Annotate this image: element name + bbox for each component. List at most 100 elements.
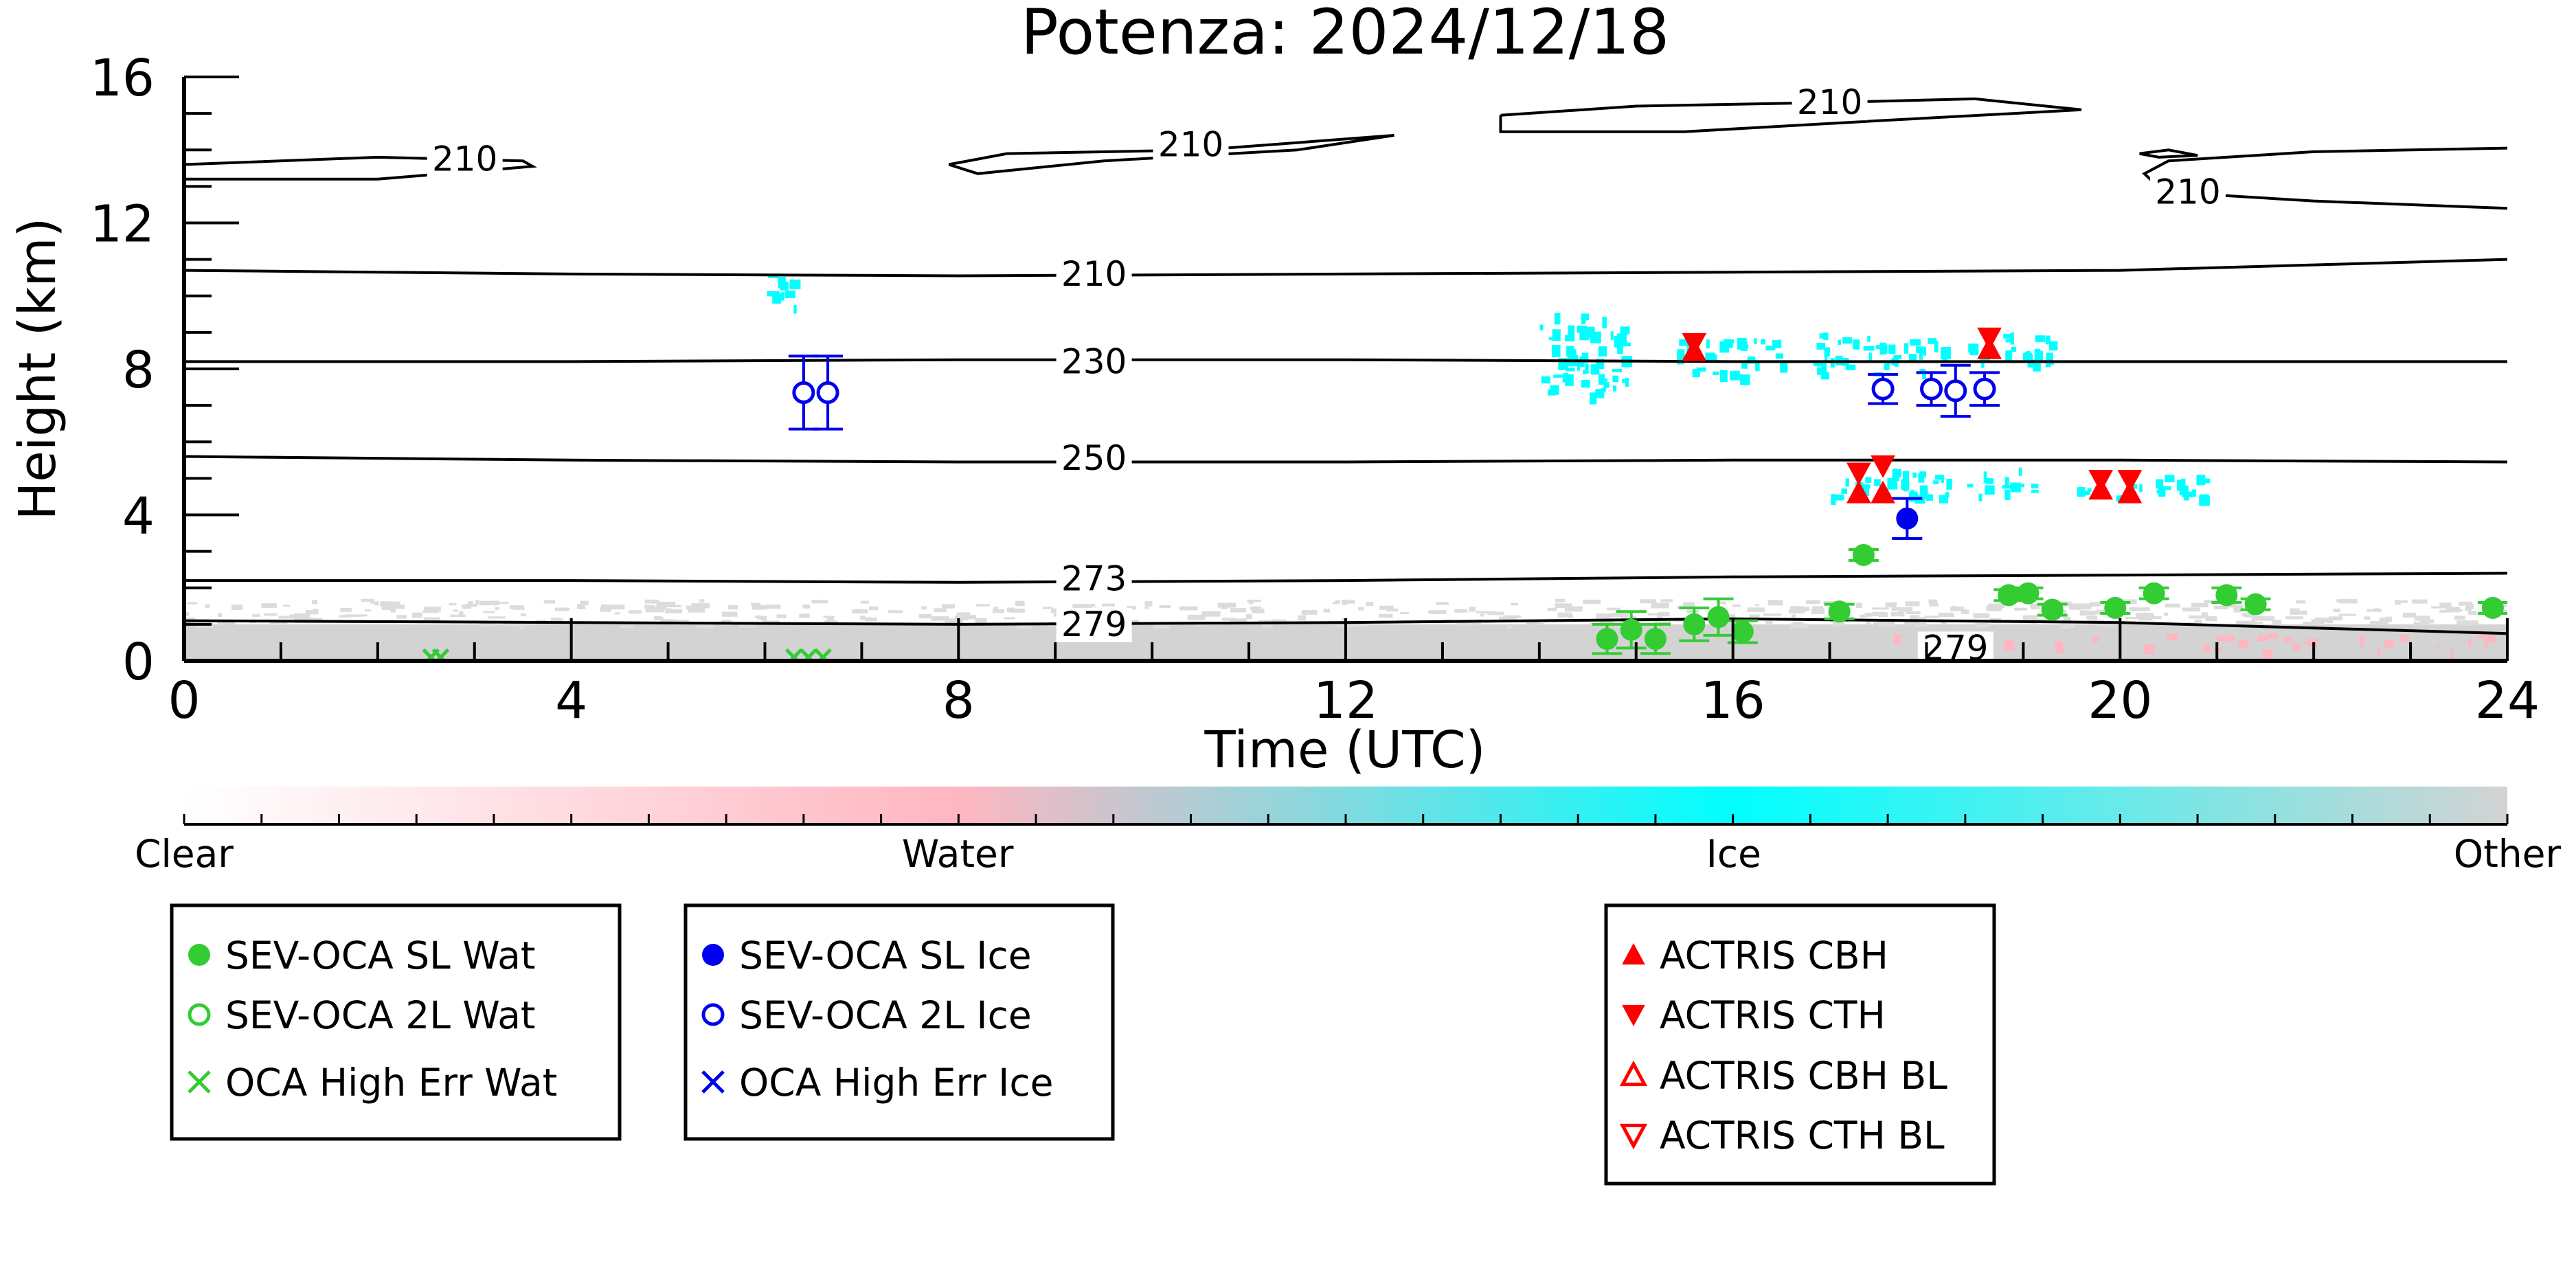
colorbar: Clear Water Ice Other xyxy=(135,787,2561,876)
data-point xyxy=(1620,618,1642,641)
legend-marker xyxy=(1622,1004,1645,1027)
mask-speck xyxy=(2003,333,2011,339)
mask-speck xyxy=(1072,604,1087,609)
mask-speck xyxy=(2338,613,2357,616)
series-oca-high-err-wat xyxy=(422,648,832,661)
mask-speck xyxy=(1566,368,1575,372)
mask-speck xyxy=(2303,642,2310,645)
mask-speck xyxy=(1737,337,1747,350)
mask-speck xyxy=(2059,648,2065,653)
mask-speck xyxy=(1910,339,1921,346)
mask-speck xyxy=(1577,327,1587,332)
data-point xyxy=(431,648,450,661)
mask-speck xyxy=(1906,611,1921,615)
mask-speck xyxy=(483,611,495,613)
mask-speck xyxy=(1856,602,1862,609)
mask-speck xyxy=(2095,622,2114,627)
mask-speck xyxy=(686,605,696,610)
mask-speck xyxy=(2116,495,2122,502)
mask-speck xyxy=(1730,370,1741,381)
mask-speck xyxy=(2327,619,2334,624)
mask-speck xyxy=(1905,601,1920,607)
mask-speck xyxy=(543,600,556,604)
mask-speck xyxy=(1553,374,1563,378)
mask-speck xyxy=(653,615,662,620)
data-point xyxy=(1896,507,1919,530)
x-stroke xyxy=(188,1070,211,1094)
mask-speck xyxy=(2225,635,2235,642)
mask-speck xyxy=(2004,640,2015,651)
data-point xyxy=(816,381,839,405)
mask-speck xyxy=(2014,484,2025,488)
mask-speck xyxy=(252,613,260,618)
mask-speck xyxy=(2013,607,2028,611)
data-point xyxy=(1871,377,1895,400)
mask-speck xyxy=(2139,484,2143,493)
data-point xyxy=(2117,470,2143,493)
mask-speck xyxy=(2148,615,2162,620)
mask-speck xyxy=(1625,378,1629,387)
mask-speck xyxy=(2004,489,2011,500)
mask-speck xyxy=(1922,495,1928,499)
mask-speck xyxy=(2061,624,2075,629)
mask-speck xyxy=(1548,337,1555,341)
mask-speck xyxy=(1480,613,1484,617)
mask-speck xyxy=(1942,350,1947,362)
legend-marker xyxy=(701,1003,725,1026)
mask-speck xyxy=(2184,493,2189,501)
mask-speck xyxy=(1893,354,1902,360)
mask-speck xyxy=(2203,644,2211,653)
mask-speck xyxy=(580,600,589,605)
mask-speck xyxy=(554,607,570,611)
mask-speck xyxy=(2177,479,2186,491)
mask-speck xyxy=(2080,610,2088,613)
mask-speck xyxy=(727,605,738,610)
mask-speck xyxy=(264,613,278,616)
mask-speck xyxy=(1581,379,1591,388)
mask-speck xyxy=(799,613,810,618)
contour-label: 273 xyxy=(1061,558,1127,598)
mask-speck xyxy=(1511,602,1518,606)
mask-speck xyxy=(1903,471,1910,484)
contour-label-bg xyxy=(2149,175,2226,210)
mask-speck xyxy=(381,607,396,611)
mask-speck xyxy=(784,290,795,299)
mask-speck xyxy=(1909,354,1917,361)
mask-speck xyxy=(1934,475,1945,480)
legend-marker xyxy=(701,1070,725,1094)
mask-speck xyxy=(1933,480,1939,484)
mask-speck xyxy=(1631,615,1636,621)
mask-speck xyxy=(2395,600,2402,605)
mask-speck xyxy=(1607,607,1621,611)
mask-speck xyxy=(2292,644,2301,651)
colorbar-label: Clear xyxy=(135,832,234,876)
mask-speck xyxy=(1386,608,1399,612)
mask-speck xyxy=(776,291,780,302)
mask-speck xyxy=(1884,364,1890,370)
mask-speck xyxy=(1898,607,1913,612)
x-tick-label: 24 xyxy=(2475,671,2540,730)
mask-speck xyxy=(1379,605,1394,610)
mask-speck xyxy=(1552,346,1561,350)
data-point xyxy=(1828,600,1851,623)
mask-speck xyxy=(1247,599,1262,602)
mask-speck xyxy=(1590,364,1600,375)
mask-speck xyxy=(1969,348,1979,356)
mask-speck xyxy=(1598,346,1607,357)
mask-speck xyxy=(2431,606,2451,609)
mask-speck xyxy=(2465,604,2474,609)
mask-speck xyxy=(1754,338,1757,345)
mask-speck xyxy=(802,604,811,609)
mask-speck xyxy=(370,601,376,604)
mask-speck xyxy=(1719,370,1728,382)
mask-speck xyxy=(1845,478,1849,487)
mask-speck xyxy=(359,614,368,617)
mask-speck xyxy=(975,604,990,607)
mask-speck xyxy=(1817,367,1826,375)
mask-speck xyxy=(1868,352,1872,361)
mask-speck xyxy=(2182,607,2200,612)
mask-speck xyxy=(2399,600,2407,603)
mask-speck xyxy=(2077,487,2086,497)
mask-speck xyxy=(1853,339,1860,350)
mask-speck xyxy=(1832,622,1844,626)
